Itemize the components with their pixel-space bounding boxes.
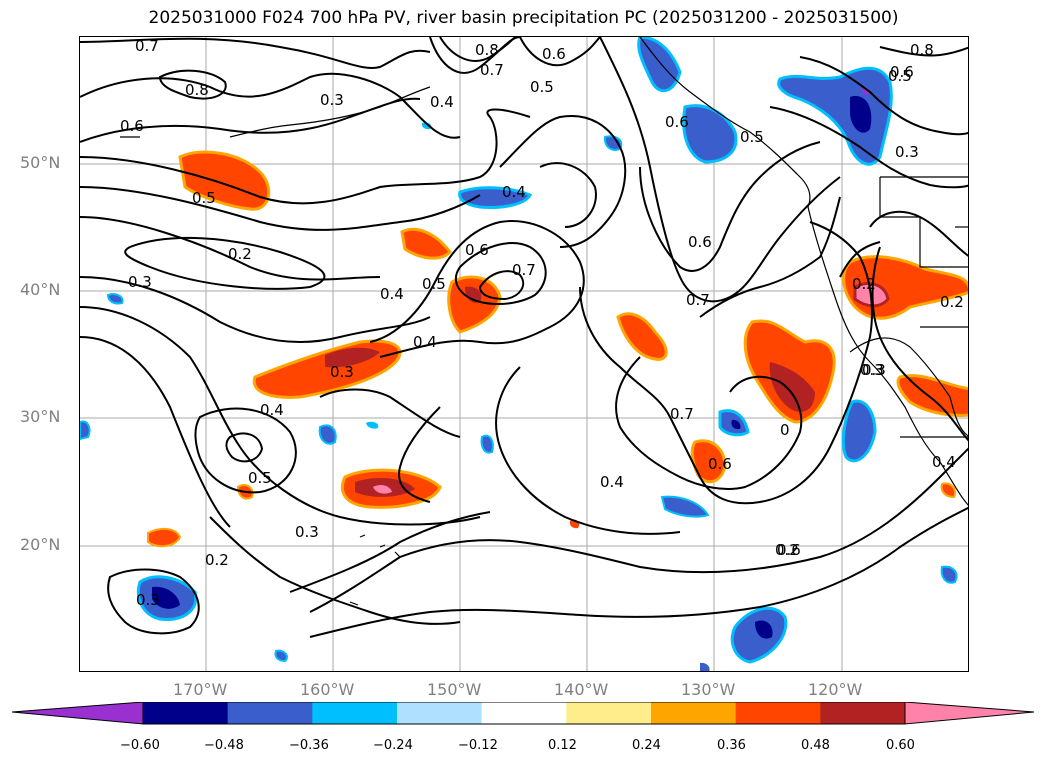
contour-label: 0.3 [295, 523, 319, 541]
colorbar-extend-low [11, 702, 144, 725]
contour-label: 0.6 [777, 541, 801, 559]
contour-label: 0.6 [665, 113, 689, 131]
contour-label: 0.5 [422, 275, 446, 293]
contour-label: 0.3 [136, 591, 160, 609]
contour-label: 0.3 [330, 363, 354, 381]
contour-label: 0.2 [228, 245, 252, 263]
contour-label: 0.6 [120, 117, 144, 135]
contour-label: 0.3 [895, 143, 919, 161]
contour-label: 0.5 [192, 189, 216, 207]
contour-label: 0 [780, 421, 790, 439]
lon-label-160w: 160°W [300, 680, 355, 699]
colorbar-tick-label: 0.36 [717, 738, 746, 753]
contour-label: 0.2 [940, 293, 964, 311]
contour-label: 0.3 [862, 361, 886, 379]
colorbar-tick-label: 0.12 [548, 738, 577, 753]
colorbar-tick-label: 0.24 [632, 738, 661, 753]
lat-label-40n: 40°N [20, 280, 61, 299]
colorbar-cell [735, 702, 821, 724]
contour-label: 0.5 [248, 469, 272, 487]
colorbar-cell [481, 702, 567, 724]
map-canvas: 0.7 0.8 0.6 0.7 0.5 0.8 0.6 0.5 0.4 0.3 … [80, 37, 968, 671]
contour-label: 0.4 [502, 183, 526, 201]
plot-title: 2025031000 F024 700 hPa PV, river basin … [148, 8, 899, 28]
contour-label: 0.8 [910, 41, 934, 59]
lon-label-150w: 150°W [427, 680, 482, 699]
contour-label: 0.2 [852, 275, 876, 293]
lon-label-120w: 120°W [808, 680, 863, 699]
contour-label: 0.7 [480, 61, 504, 79]
colorbar-tick-label: 0.48 [801, 738, 830, 753]
lon-label-130w: 130°W [681, 680, 736, 699]
contour-label: 0.6 [890, 63, 914, 81]
colorbar-cell [651, 702, 737, 724]
contour-label: 0.7 [135, 37, 159, 55]
contour-label: 0.4 [380, 285, 404, 303]
colorbar-cell [397, 702, 483, 724]
precip-negative-shading [80, 37, 958, 671]
contour-label: 0.3 [128, 273, 152, 291]
contour-label: 0.5 [740, 128, 764, 146]
pv-contours [80, 37, 968, 638]
contour-label: 0.6 [542, 45, 566, 63]
lon-label-170w: 170°W [173, 680, 228, 699]
contour-label: 0.6 [688, 233, 712, 251]
contour-label: 0.2 [775, 541, 799, 559]
contour-label: 0.4 [932, 453, 956, 471]
lon-label-140w: 140°W [554, 680, 609, 699]
colorbar-cell [143, 702, 229, 724]
map-panel: 0.7 0.8 0.6 0.7 0.5 0.8 0.6 0.5 0.4 0.3 … [79, 36, 969, 672]
contour-label: 0.5 [888, 67, 912, 85]
contour-label: 0.7 [670, 405, 694, 423]
contour-label: 0.8 [475, 41, 499, 59]
coastlines [120, 37, 968, 606]
contour-label: 0.6 [465, 241, 489, 259]
contour-label: 0.4 [430, 93, 454, 111]
colorbar-extend-high [904, 702, 1035, 725]
contour-label: 0.8 [185, 81, 209, 99]
contour-label: 0.3 [860, 361, 884, 379]
colorbar-tick-label: −0.48 [204, 738, 244, 753]
contour-label: 0.4 [413, 333, 437, 351]
lat-label-20n: 20°N [20, 535, 61, 554]
contour-label: 0.4 [260, 401, 284, 419]
contour-labels: 0.7 0.8 0.6 0.7 0.5 0.8 0.6 0.5 0.4 0.3 … [120, 37, 964, 609]
lat-label-50n: 50°N [20, 153, 61, 172]
colorbar-cell [312, 702, 398, 724]
colorbar-cell [566, 702, 652, 724]
lat-label-30n: 30°N [20, 407, 61, 426]
colorbar-tick-label: −0.12 [458, 738, 498, 753]
colorbar-tick-label: −0.24 [373, 738, 413, 753]
contour-label: 0.2 [205, 551, 229, 569]
colorbar-cell [820, 702, 906, 724]
colorbar [11, 702, 1035, 725]
colorbar-cell [227, 702, 313, 724]
contour-label: 0.7 [512, 261, 536, 279]
contour-label: 0.3 [320, 91, 344, 109]
contour-label: 0.7 [686, 291, 710, 309]
contour-label: 0.6 [708, 455, 732, 473]
colorbar-tick-label: −0.60 [120, 738, 160, 753]
colorbar-tick-label: 0.60 [886, 738, 915, 753]
precip-positive-shading [147, 150, 968, 548]
contour-label: 0.5 [530, 78, 554, 96]
colorbar-tick-label: −0.36 [289, 738, 329, 753]
contour-label: 0.4 [600, 473, 624, 491]
